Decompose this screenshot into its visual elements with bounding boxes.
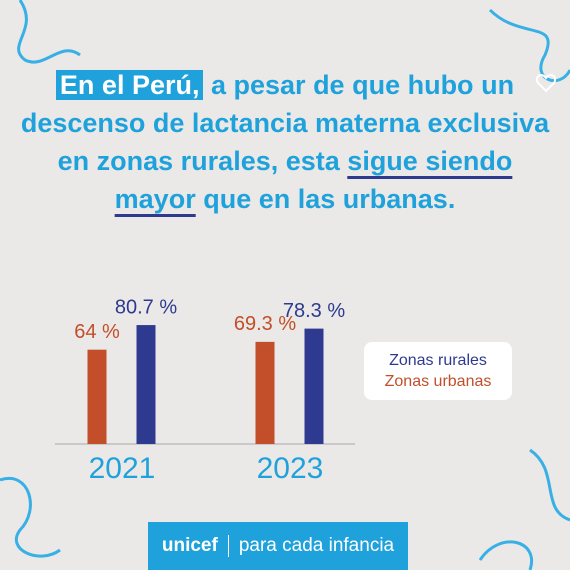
headline-text: exclusiva en zonas rurales, esta (57, 108, 550, 176)
headline-text: urbanas. (342, 184, 456, 214)
headline: En el Perú, a pesar de que hubo un desce… (20, 66, 550, 218)
footer: unicef para cada infancia (148, 522, 408, 570)
tagline: para cada infancia (238, 535, 395, 556)
headline-underlined: sigue siendo mayor (114, 146, 513, 214)
bar (304, 328, 324, 444)
legend-entry: Zonas urbanas (384, 373, 492, 390)
headline-text: un descenso de lactancia materna (20, 70, 515, 138)
legend: Zonas rurales Zonas urbanas (364, 342, 512, 400)
x-tick-label: 2021 (89, 452, 156, 485)
bar (255, 341, 275, 444)
bar (87, 349, 107, 444)
headline-highlight: En el Perú, (55, 70, 204, 100)
value-label: 64 % (74, 321, 120, 343)
value-label: 69.3 % (234, 313, 296, 335)
brand: unicef (162, 535, 229, 557)
value-label: 78.3 % (283, 300, 345, 322)
headline-text: a pesar de que hubo (211, 70, 474, 100)
x-tick-label: 2023 (257, 452, 324, 485)
headline-text: que en las (203, 184, 336, 214)
bar (136, 325, 156, 444)
value-label: 80.7 % (115, 296, 177, 318)
legend-entry: Zonas rurales (389, 352, 487, 369)
